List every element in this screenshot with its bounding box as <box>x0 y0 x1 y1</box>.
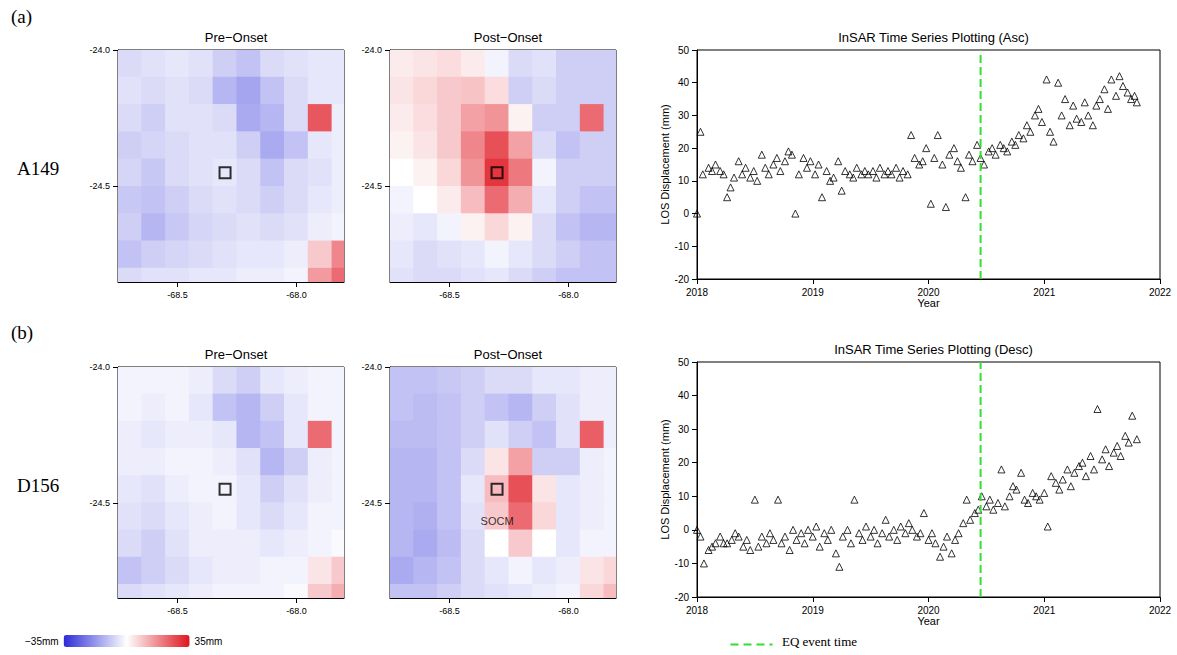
svg-text:2020: 2020 <box>917 287 940 298</box>
svg-text:0: 0 <box>683 208 689 219</box>
svg-text:Post−Onset: Post−Onset <box>474 347 543 362</box>
svg-text:-68.0: -68.0 <box>286 290 307 300</box>
svg-text:30: 30 <box>678 110 690 121</box>
svg-text:50: 50 <box>678 357 690 368</box>
svg-text:-68.5: -68.5 <box>167 290 188 300</box>
svg-text:0: 0 <box>683 524 689 535</box>
svg-text:InSAR Time Series Plotting (As: InSAR Time Series Plotting (Asc) <box>838 30 1029 45</box>
svg-text:2019: 2019 <box>802 287 825 298</box>
svg-text:-68.0: -68.0 <box>558 606 579 616</box>
svg-text:2019: 2019 <box>802 605 825 616</box>
svg-text:SOCM: SOCM <box>481 515 514 527</box>
svg-text:(b): (b) <box>11 322 33 344</box>
svg-text:-68.0: -68.0 <box>558 290 579 300</box>
svg-text:10: 10 <box>678 491 690 502</box>
svg-text:-68.0: -68.0 <box>286 606 307 616</box>
svg-text:2021: 2021 <box>1033 605 1056 616</box>
svg-text:EQ event time: EQ event time <box>782 634 857 649</box>
svg-text:Year: Year <box>917 297 940 309</box>
svg-text:-24.0: -24.0 <box>89 362 110 372</box>
svg-text:-24.0: -24.0 <box>361 45 382 55</box>
svg-text:-24.5: -24.5 <box>89 498 110 508</box>
svg-text:D156: D156 <box>17 475 59 496</box>
svg-text:(a): (a) <box>11 6 32 28</box>
svg-text:Year: Year <box>917 615 940 627</box>
svg-text:2018: 2018 <box>686 287 709 298</box>
svg-text:20: 20 <box>678 143 690 154</box>
svg-text:-10: -10 <box>675 558 690 569</box>
svg-text:LOS Displacement (mm): LOS Displacement (mm) <box>659 104 671 224</box>
svg-text:A149: A149 <box>17 158 59 179</box>
svg-text:InSAR Time Series Plotting (De: InSAR Time Series Plotting (Desc) <box>834 342 1033 357</box>
svg-text:-68.5: -68.5 <box>439 606 460 616</box>
svg-text:-24.5: -24.5 <box>361 181 382 191</box>
svg-text:-10: -10 <box>675 241 690 252</box>
svg-text:Pre−Onset: Pre−Onset <box>205 30 268 45</box>
svg-text:-24.5: -24.5 <box>89 181 110 191</box>
svg-text:20: 20 <box>678 457 690 468</box>
svg-text:2020: 2020 <box>917 605 940 616</box>
svg-text:40: 40 <box>678 77 690 88</box>
svg-text:2022: 2022 <box>1149 287 1172 298</box>
svg-text:-68.5: -68.5 <box>167 606 188 616</box>
svg-text:-24.5: -24.5 <box>361 498 382 508</box>
svg-text:2021: 2021 <box>1033 287 1056 298</box>
svg-text:−35mm: −35mm <box>25 636 59 647</box>
svg-text:LOS Displacement (mm): LOS Displacement (mm) <box>659 419 671 539</box>
svg-text:50: 50 <box>678 45 690 56</box>
svg-text:35mm: 35mm <box>195 636 223 647</box>
svg-text:-20: -20 <box>675 274 690 285</box>
svg-text:2022: 2022 <box>1149 605 1172 616</box>
svg-text:40: 40 <box>678 390 690 401</box>
svg-text:-20: -20 <box>675 592 690 603</box>
svg-text:-24.0: -24.0 <box>361 362 382 372</box>
svg-text:-68.5: -68.5 <box>439 290 460 300</box>
svg-text:-24.0: -24.0 <box>89 45 110 55</box>
svg-text:30: 30 <box>678 424 690 435</box>
svg-text:10: 10 <box>678 175 690 186</box>
svg-text:2018: 2018 <box>686 605 709 616</box>
svg-text:Post−Onset: Post−Onset <box>474 30 543 45</box>
svg-text:Pre−Onset: Pre−Onset <box>205 347 268 362</box>
